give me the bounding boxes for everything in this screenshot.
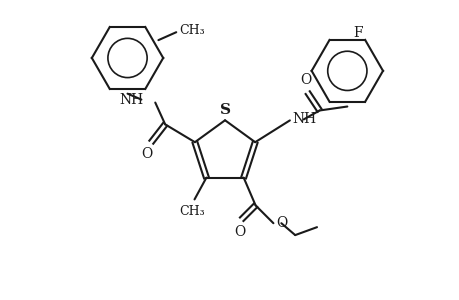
Text: O: O [141,147,153,161]
Text: O: O [276,216,287,230]
Text: O: O [234,225,245,239]
Text: NH: NH [292,112,316,126]
Text: CH₃: CH₃ [179,24,204,37]
Text: NH: NH [119,93,143,106]
Text: S: S [219,103,230,117]
Text: F: F [353,26,362,40]
Text: O: O [299,73,311,87]
Text: CH₃: CH₃ [179,206,205,218]
